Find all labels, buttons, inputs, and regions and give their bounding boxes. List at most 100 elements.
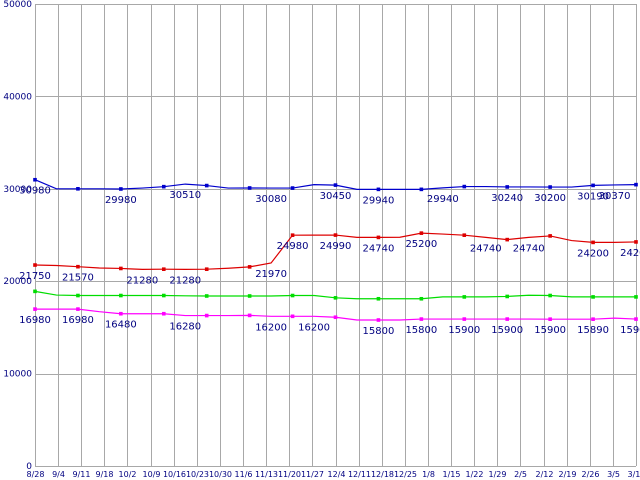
data-point-value-label: 15890 xyxy=(577,325,609,336)
x-axis-labels: 8/28 9/4 9/11 9/18 10/2 10/9 10/16 10/23 10/30 11… xyxy=(27,470,640,479)
y-axis-tick-label: 10000 xyxy=(3,370,32,380)
y-axis-tick-label: 0 xyxy=(26,462,32,472)
data-point-value-label: 30370 xyxy=(599,191,631,202)
data-point-marker xyxy=(462,233,467,237)
y-axis-tick-label: 20000 xyxy=(3,277,32,287)
data-point-value-label: 24740 xyxy=(513,243,545,254)
x-axis-tick-label: 11/6 xyxy=(235,470,253,479)
data-point-marker xyxy=(247,294,252,298)
data-point-value-label: 16480 xyxy=(105,320,137,331)
data-point-marker xyxy=(376,235,381,240)
data-point-marker xyxy=(204,183,209,188)
x-axis-tick-label: 12/4 xyxy=(328,470,346,479)
data-point-marker xyxy=(634,295,638,299)
data-point-marker xyxy=(161,311,166,316)
data-point-value-label: 15800 xyxy=(405,325,437,336)
x-axis-tick-label: 11/20 xyxy=(278,470,301,479)
data-point-marker xyxy=(290,233,295,237)
x-axis-tick-label: 2/12 xyxy=(536,470,554,479)
x-axis-tick-label: 10/2 xyxy=(119,470,137,479)
data-point-marker xyxy=(204,267,209,271)
data-point-marker xyxy=(591,183,595,188)
data-point-value-label: 16980 xyxy=(19,315,51,326)
data-point-value-label: 15900 xyxy=(491,325,523,336)
data-point-value-label: 24200 xyxy=(620,248,640,259)
y-axis-tick-label: 50000 xyxy=(3,0,32,10)
x-axis-tick-label: 10/23 xyxy=(186,470,209,479)
data-point-marker xyxy=(548,293,552,298)
data-point-marker xyxy=(33,177,37,182)
data-point-value-label: 30080 xyxy=(255,194,287,205)
data-point-value-label: 21970 xyxy=(255,269,287,280)
x-axis-tick-label: 1/29 xyxy=(489,470,507,479)
data-point-marker xyxy=(247,186,252,190)
data-point-value-label: 30510 xyxy=(169,190,201,201)
x-axis-tick-label: 9/4 xyxy=(52,470,65,479)
data-point-marker xyxy=(119,187,123,191)
data-point-marker xyxy=(333,315,338,320)
data-point-marker xyxy=(76,293,80,298)
data-point-value-label: 15900 xyxy=(620,325,640,336)
data-point-marker xyxy=(333,296,338,300)
x-axis-tick-label: 9/11 xyxy=(73,470,91,479)
x-axis-tick-label: 8/28 xyxy=(27,470,45,479)
data-point-marker xyxy=(376,187,381,192)
x-axis-tick-label: 3/12 xyxy=(628,470,640,479)
x-axis-tick-label: 1/8 xyxy=(422,470,435,479)
y-axis-labels: 0 10000 20000 30000 40000 50000 xyxy=(3,0,32,472)
data-point-marker xyxy=(548,185,552,189)
data-point-marker xyxy=(161,267,166,271)
data-point-value-label: 25200 xyxy=(405,239,437,250)
data-point-marker xyxy=(161,293,166,298)
data-point-value-label: 16280 xyxy=(169,322,201,333)
data-point-value-label: 21280 xyxy=(126,275,158,286)
data-point-value-label: 24990 xyxy=(320,241,352,252)
data-point-marker xyxy=(634,240,638,244)
data-point-marker xyxy=(505,237,510,242)
data-point-marker xyxy=(505,185,510,189)
data-point-marker xyxy=(419,187,424,192)
x-axis-tick-label: 10/9 xyxy=(143,470,161,479)
data-point-value-label: 29940 xyxy=(427,194,459,205)
data-point-marker xyxy=(119,266,123,271)
y-axis-tick-label: 30000 xyxy=(3,185,32,195)
data-point-marker xyxy=(419,231,424,235)
x-axis-tick-label: 11/27 xyxy=(301,470,324,479)
data-point-marker xyxy=(33,263,37,267)
data-point-marker xyxy=(462,317,467,321)
data-point-value-label: 30240 xyxy=(491,193,523,204)
x-axis-tick-label: 1/15 xyxy=(443,470,461,479)
data-point-marker xyxy=(591,240,595,245)
data-point-marker xyxy=(548,234,552,238)
x-axis-tick-label: 2/5 xyxy=(514,470,527,479)
data-point-marker xyxy=(591,317,595,321)
data-point-marker xyxy=(76,307,80,311)
x-axis-tick-label: 2/19 xyxy=(559,470,577,479)
data-point-value-label: 24740 xyxy=(470,243,502,254)
data-point-marker xyxy=(548,317,552,321)
data-point-value-label: 24740 xyxy=(363,243,395,254)
data-point-value-label: 15800 xyxy=(363,326,395,337)
data-point-value-label: 21280 xyxy=(169,275,201,286)
data-point-marker xyxy=(505,294,510,299)
data-point-value-label: 24980 xyxy=(277,241,309,252)
x-axis-tick-label: 1/22 xyxy=(466,470,484,479)
data-point-marker xyxy=(505,317,510,321)
data-point-value-label: 16200 xyxy=(298,322,330,333)
data-point-marker xyxy=(76,187,80,191)
x-axis-tick-label: 12/11 xyxy=(348,470,371,479)
data-point-marker xyxy=(33,289,37,294)
data-point-marker xyxy=(247,265,252,269)
data-point-marker xyxy=(204,294,209,298)
data-point-marker xyxy=(247,313,252,318)
data-point-labels: 30980 29980 30510 30080 30450 29940 29940 30240… xyxy=(19,186,640,337)
data-point-marker xyxy=(119,311,123,316)
data-point-marker xyxy=(634,182,638,187)
data-point-marker xyxy=(290,186,295,190)
data-point-marker xyxy=(419,296,424,301)
data-point-value-label: 16980 xyxy=(62,315,94,326)
data-point-value-label: 15900 xyxy=(448,325,480,336)
data-point-value-label: 30190 xyxy=(577,191,609,202)
